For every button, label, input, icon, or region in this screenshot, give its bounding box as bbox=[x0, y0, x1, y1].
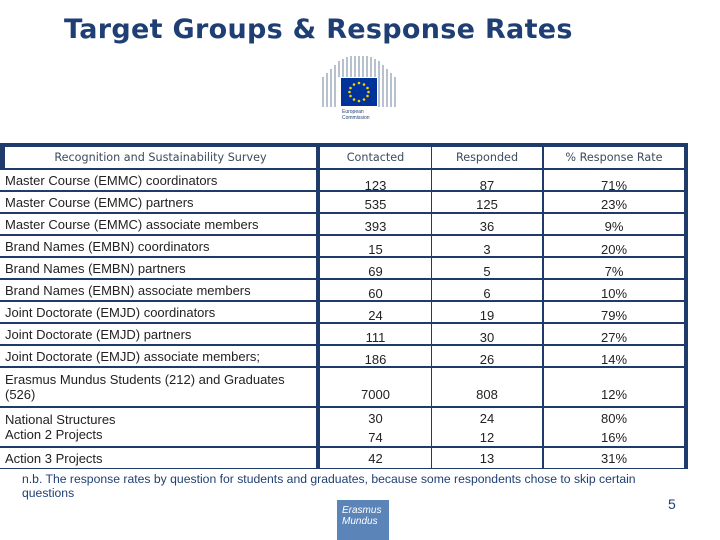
european-commission-logo: European Commission bbox=[318, 55, 400, 137]
table-row: Master Course (EMMC) partners 535 125 23… bbox=[0, 191, 688, 213]
row-rate: 27% bbox=[544, 324, 684, 345]
table-row: Action 3 Projects 42 13 31% bbox=[0, 447, 688, 469]
erasmus-logo-line1: Erasmus bbox=[342, 505, 382, 516]
header-responded: Responded bbox=[432, 147, 542, 168]
row-rate: 79% bbox=[544, 302, 684, 323]
row-contacted: 111 bbox=[320, 324, 431, 345]
row-contacted: 7000 bbox=[320, 368, 431, 406]
row-responded: 125 bbox=[432, 192, 542, 212]
row-contacted-line2: 74 bbox=[368, 430, 383, 445]
row-group-line1: National Structures bbox=[5, 412, 116, 427]
row-rate: 23% bbox=[544, 192, 684, 212]
row-group: Master Course (EMMC) coordinators bbox=[0, 170, 316, 190]
row-responded: 6 bbox=[432, 280, 542, 301]
erasmus-mundus-logo: Erasmus Mundus bbox=[337, 500, 389, 540]
row-responded: 87 bbox=[432, 170, 542, 193]
header-contacted: Contacted bbox=[320, 147, 431, 168]
table-row: Joint Doctorate (EMJD) associate members… bbox=[0, 345, 688, 367]
row-responded: 24 12 bbox=[432, 408, 542, 446]
row-contacted: 123 bbox=[320, 170, 431, 193]
row-group: Joint Doctorate (EMJD) associate members… bbox=[0, 346, 316, 366]
row-rate: 10% bbox=[544, 280, 684, 301]
erasmus-logo-line2: Mundus bbox=[342, 516, 378, 527]
row-contacted: 535 bbox=[320, 192, 431, 212]
header-group: Recognition and Sustainability Survey bbox=[5, 147, 316, 168]
footnote: n.b. The response rates by question for … bbox=[22, 472, 636, 500]
row-group: Joint Doctorate (EMJD) coordinators bbox=[0, 302, 316, 322]
row-responded: 19 bbox=[432, 302, 542, 323]
page-number: 5 bbox=[668, 496, 676, 512]
row-responded-line1: 24 bbox=[479, 411, 495, 426]
row-contacted-line1: 30 bbox=[368, 411, 383, 426]
table-row: National Structures Action 2 Projects 30… bbox=[0, 407, 688, 447]
row-group-line2: Action 2 Projects bbox=[5, 427, 103, 442]
row-group: Brand Names (EMBN) partners bbox=[0, 258, 316, 278]
row-group: Action 3 Projects bbox=[0, 448, 316, 468]
row-rate: 14% bbox=[544, 346, 684, 367]
row-rate-line1: 80% bbox=[600, 411, 628, 426]
row-group: Brand Names (EMBN) associate members bbox=[0, 280, 316, 300]
slide-title: Target Groups & Response Rates bbox=[64, 14, 573, 45]
row-contacted: 69 bbox=[320, 258, 431, 279]
logo-caption-line1: European bbox=[342, 109, 364, 115]
row-group: Erasmus Mundus Students (212) and Gradua… bbox=[0, 368, 316, 406]
table-row: Master Course (EMMC) associate members 3… bbox=[0, 213, 688, 235]
row-responded: 808 bbox=[432, 368, 542, 406]
row-contacted: 60 bbox=[320, 280, 431, 301]
row-rate: 12% bbox=[544, 368, 684, 406]
row-rate: 9% bbox=[544, 214, 684, 234]
row-responded: 13 bbox=[432, 448, 542, 468]
row-contacted: 15 bbox=[320, 236, 431, 257]
row-group-line1: Erasmus Mundus Students (212) and Gradua… bbox=[5, 372, 285, 387]
row-group: Master Course (EMMC) partners bbox=[0, 192, 316, 212]
table-row: Master Course (EMMC) coordinators 123 87… bbox=[0, 169, 688, 193]
table-row: Brand Names (EMBN) associate members 60 … bbox=[0, 279, 688, 301]
row-rate: 71% bbox=[544, 170, 684, 193]
commission-building-icon bbox=[318, 55, 400, 137]
row-group: National Structures Action 2 Projects bbox=[0, 408, 316, 446]
table-header: Recognition and Sustainability Survey Co… bbox=[0, 143, 688, 169]
eu-flag-icon bbox=[340, 77, 378, 107]
row-contacted: 393 bbox=[320, 214, 431, 234]
row-group-line2: (526) bbox=[5, 387, 36, 402]
row-responded: 26 bbox=[432, 346, 542, 367]
row-rate-line2: 16% bbox=[600, 430, 628, 445]
row-rate: 20% bbox=[544, 236, 684, 257]
table-row: Erasmus Mundus Students (212) and Gradua… bbox=[0, 367, 688, 407]
row-contacted: 30 74 bbox=[320, 408, 431, 446]
row-group: Brand Names (EMBN) coordinators bbox=[0, 236, 316, 256]
header-rate: % Response Rate bbox=[544, 147, 684, 168]
logo-caption: European Commission bbox=[340, 109, 378, 129]
response-rates-table: Recognition and Sustainability Survey Co… bbox=[0, 143, 688, 469]
row-group: Joint Doctorate (EMJD) partners bbox=[0, 324, 316, 344]
row-contacted: 42 bbox=[320, 448, 431, 468]
table-row: Joint Doctorate (EMJD) partners 111 30 2… bbox=[0, 323, 688, 345]
row-group: Master Course (EMMC) associate members bbox=[0, 214, 316, 234]
row-rate: 80% 16% bbox=[544, 408, 684, 446]
row-contacted: 186 bbox=[320, 346, 431, 367]
table-row: Joint Doctorate (EMJD) coordinators 24 1… bbox=[0, 301, 688, 323]
row-responded-line2: 12 bbox=[479, 430, 495, 445]
row-rate: 31% bbox=[544, 448, 684, 468]
table-row: Brand Names (EMBN) partners 69 5 7% bbox=[0, 257, 688, 279]
table-row: Brand Names (EMBN) coordinators 15 3 20% bbox=[0, 235, 688, 257]
logo-caption-line2: Commission bbox=[342, 115, 370, 121]
row-responded: 5 bbox=[432, 258, 542, 279]
row-responded: 30 bbox=[432, 324, 542, 345]
row-responded: 36 bbox=[432, 214, 542, 234]
row-rate: 7% bbox=[544, 258, 684, 279]
row-contacted: 24 bbox=[320, 302, 431, 323]
row-responded: 3 bbox=[432, 236, 542, 257]
